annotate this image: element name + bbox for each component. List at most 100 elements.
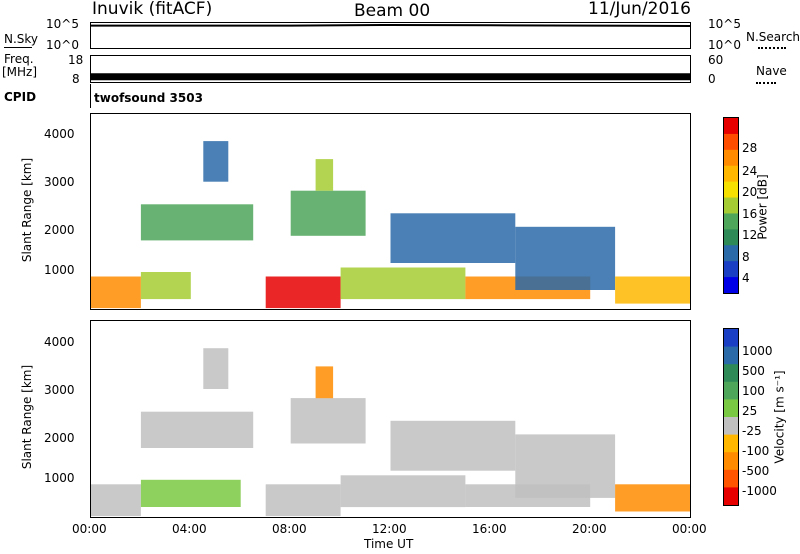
velocity-heatmap [91,348,690,517]
velocity-colorbar-label: Velocity [m s⁻¹] [772,370,787,464]
velocity-cell [615,484,690,512]
power-cell [515,226,616,290]
power-colorbar-segment [724,149,738,167]
cpid-value: twofsound 3503 [94,91,203,105]
freq-panel [90,55,691,83]
nsearch-legend-line [758,47,786,49]
xtick-2400: 00:00 [672,522,707,536]
nsearch-tick-bottom: 10^0 [708,38,741,52]
freq-trace [91,73,690,81]
xtick-0000: 00:00 [72,522,107,536]
power-colorbar-segment [724,213,738,230]
power-ylabel: Slant Range [km] [20,157,35,263]
power-ytick-2000: 2000 [44,223,75,237]
velocity-colorbar [723,328,739,506]
velocity-cell [290,398,366,444]
velocity-colorbar-segment [724,469,738,488]
power-colorbar-segment [724,197,738,214]
power-cell [140,272,191,300]
power-colorbar-label: Power [dB] [755,174,770,240]
vel-cbar-tick-neg100: -100 [742,444,770,458]
velocity-colorbar-segment [724,381,738,400]
power-colorbar-scale [724,118,738,294]
power-colorbar-segment [724,245,738,262]
power-cbar-tick-4: 4 [742,271,750,285]
xtick-1600: 16:00 [472,522,507,536]
freq-tick-bottom: 8 [72,72,80,86]
nsky-underline [4,47,32,48]
power-cbar-tick-12: 12 [742,228,758,242]
nave-label: Nave [756,64,787,78]
power-cell [290,190,366,236]
beam-label: Beam 00 [354,1,431,21]
power-colorbar-segment [724,181,738,199]
velocity-cell [515,434,616,498]
power-colorbar [723,117,739,294]
velocity-colorbar-segment [724,364,738,383]
nave-tick-top: 60 [708,53,724,67]
power-cell [340,267,466,300]
nsearch-label: N.Search [746,30,800,44]
velocity-colorbar-segment [724,487,738,506]
nsky-line [91,23,691,27]
nave-legend-line [756,82,776,84]
vel-cbar-tick-500: 500 [742,364,765,378]
power-ytick-3000: 3000 [44,175,75,189]
freq-unit-label: [MHz] [2,65,38,79]
power-colorbar-segment [724,118,738,135]
vel-ytick-4000: 4000 [44,335,75,349]
velocity-colorbar-segment [724,399,738,418]
velocity-ylabel: Slant Range [km] [20,364,35,470]
velocity-cell [265,484,341,517]
vel-cbar-tick-25: 25 [742,404,758,418]
noise-panel [90,22,691,49]
power-cell [265,276,341,309]
vel-ytick-2000: 2000 [44,431,75,445]
nave-tick-bottom: 0 [708,72,716,86]
power-colorbar-segment [724,261,738,278]
power-panel [90,113,691,310]
velocity-colorbar-segment [724,329,738,348]
nsky-label: N.Sky [4,32,39,46]
cpid-label: CPID [4,90,37,104]
velocity-colorbar-segment [724,434,738,453]
vel-cbar-tick-neg25: -25 [742,424,762,438]
power-cbar-tick-28: 28 [742,141,758,155]
nsearch-tick-top: 10^5 [708,17,741,31]
power-colorbar-segment [724,165,738,183]
power-colorbar-segment [724,133,738,151]
velocity-colorbar-segment [724,417,738,436]
power-cbar-tick-8: 8 [742,250,750,264]
x-axis-label: Time UT [364,537,414,551]
xtick-0400: 04:00 [172,522,207,536]
noise-trace [91,23,691,27]
velocity-cell [140,479,241,507]
power-ytick-1000: 1000 [44,263,75,277]
power-cbar-tick-16: 16 [742,207,758,221]
power-cbar-tick-20: 20 [742,185,758,199]
nsky-tick-top: 10^5 [46,17,79,31]
power-colorbar-segment [724,277,738,294]
velocity-cell [390,420,516,471]
velocity-cell [340,475,466,508]
vel-cbar-tick-neg500: -500 [742,464,770,478]
velocity-colorbar-scale [724,329,738,506]
velocity-cell [140,411,254,448]
power-cell [203,141,229,182]
xtick-2000: 20:00 [572,522,607,536]
power-cbar-tick-24: 24 [742,164,758,178]
vel-cbar-tick-1000: 1000 [742,344,773,358]
velocity-colorbar-segment [724,346,738,365]
power-cell [390,213,516,263]
xtick-0800: 08:00 [272,522,307,536]
xtick-1200: 12:00 [372,522,407,536]
station-title: Inuvik (fitACF) [92,0,213,19]
velocity-colorbar-segment [724,452,738,471]
power-cell [140,204,254,241]
velocity-cell [91,484,141,517]
vel-cbar-tick-100: 100 [742,384,765,398]
power-colorbar-segment [724,229,738,246]
freq-label: Freq. [4,52,34,66]
vel-ytick-1000: 1000 [44,471,75,485]
freq-tick-top: 18 [68,53,84,67]
